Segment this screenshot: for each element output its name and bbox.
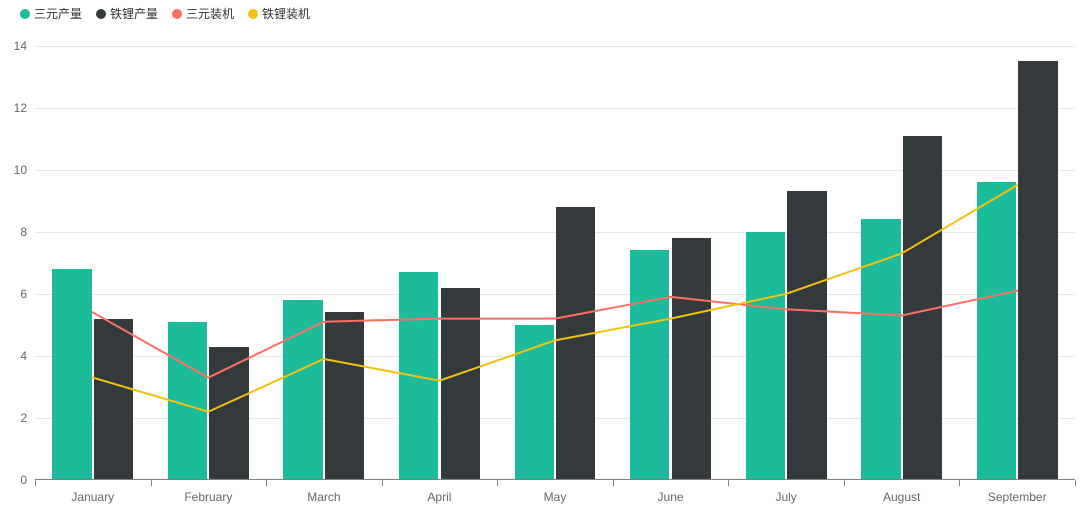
x-tick-label: January [71, 490, 114, 504]
legend-item-line_a[interactable]: 三元装机 [172, 5, 234, 22]
legend-item-bar_a[interactable]: 三元产量 [20, 5, 82, 22]
legend-item-line_b[interactable]: 铁锂装机 [248, 5, 310, 22]
y-tick-label: 8 [20, 225, 35, 239]
x-tick [959, 480, 960, 486]
x-tick [382, 480, 383, 486]
legend-label: 铁锂产量 [110, 5, 158, 22]
y-tick-label: 4 [20, 349, 35, 363]
x-tick [1075, 480, 1076, 486]
x-tick [844, 480, 845, 486]
y-tick-label: 14 [14, 39, 35, 53]
legend-item-bar_b[interactable]: 铁锂产量 [96, 5, 158, 22]
y-tick-label: 6 [20, 287, 35, 301]
legend-label: 三元产量 [34, 5, 82, 22]
y-tick-label: 12 [14, 101, 35, 115]
combo-chart: 三元产量铁锂产量三元装机铁锂装机 02468101214 JanuaryFebr… [0, 0, 1080, 510]
x-tick [266, 480, 267, 486]
y-tick-label: 2 [20, 411, 35, 425]
legend-swatch-icon [20, 9, 30, 19]
legend-swatch-icon [172, 9, 182, 19]
plot-area: 02468101214 JanuaryFebruaryMarchAprilMay… [35, 30, 1075, 480]
x-tick [613, 480, 614, 486]
y-tick-label: 10 [14, 163, 35, 177]
x-axis: January February March April May June July Augu… [35, 480, 1075, 510]
x-tick [151, 480, 152, 486]
x-tick-label: September [988, 490, 1047, 504]
x-tick [728, 480, 729, 486]
legend-label: 三元装机 [186, 5, 234, 22]
x-tick-label: July [775, 490, 796, 504]
line-line_b[interactable] [93, 185, 1017, 412]
x-tick-label: April [427, 490, 451, 504]
x-tick [497, 480, 498, 486]
lines-layer [35, 30, 1075, 480]
y-tick-label: 0 [20, 473, 35, 487]
x-tick-label: August [883, 490, 920, 504]
x-axis-line [35, 479, 1075, 480]
legend: 三元产量 铁锂产量 三元装机 铁锂装机 [20, 5, 310, 22]
x-tick-label: March [307, 490, 340, 504]
legend-swatch-icon [96, 9, 106, 19]
x-tick-label: June [658, 490, 684, 504]
legend-label: 铁锂装机 [262, 5, 310, 22]
legend-swatch-icon [248, 9, 258, 19]
x-tick-label: February [184, 490, 232, 504]
line-line_a[interactable] [93, 291, 1017, 378]
x-tick-label: May [544, 490, 567, 504]
x-tick [35, 480, 36, 486]
